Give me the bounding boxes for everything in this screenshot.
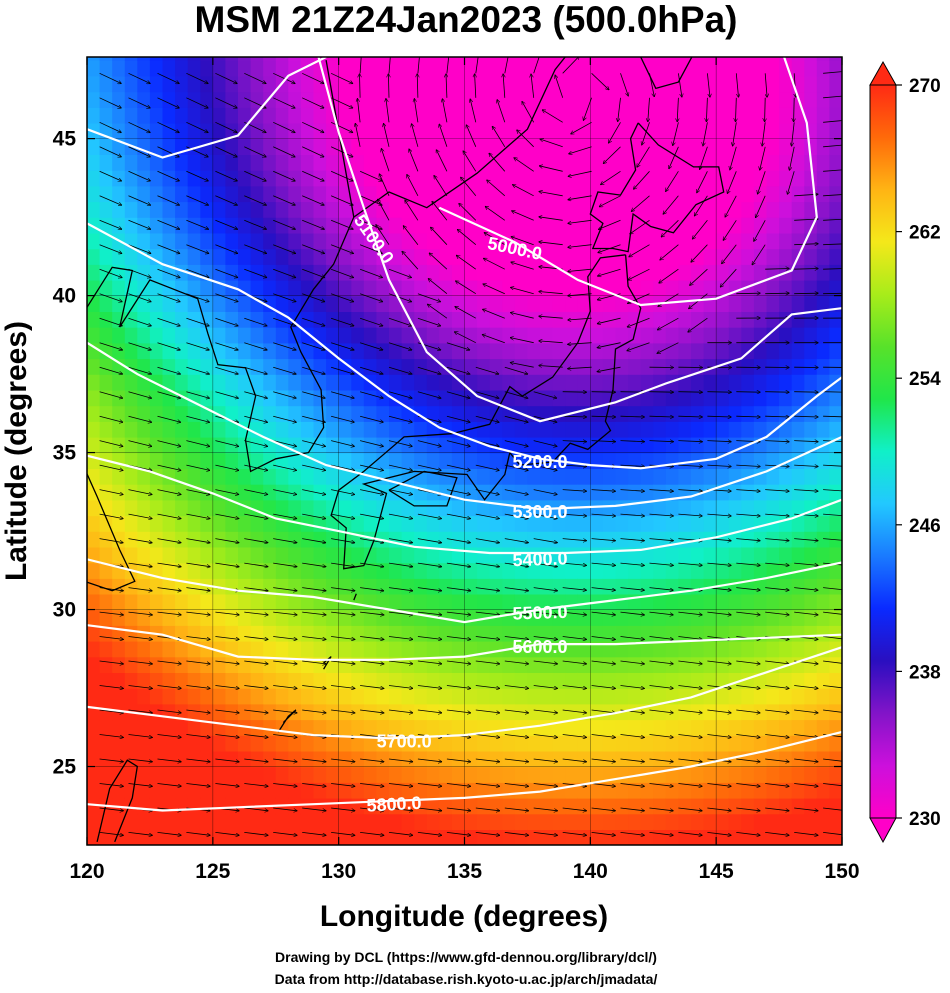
coastline-segment — [96, 759, 139, 843]
x-tick-label: 130 — [321, 860, 356, 883]
colorbar-tick-label: 246 — [909, 516, 941, 537]
height-contour — [87, 730, 842, 812]
height-contour — [87, 624, 842, 661]
wind-vectors — [99, 57, 842, 835]
y-tick-label: 30 — [53, 599, 76, 622]
x-tick-label: 120 — [69, 860, 104, 883]
y-tick-label: 45 — [53, 128, 77, 151]
y-axis-label: Latitude (degrees) — [0, 321, 33, 581]
x-tick-label: 135 — [447, 860, 482, 883]
height-contour — [87, 454, 842, 555]
x-axis-ticks: 120 125 130 135 140 145 150 — [69, 57, 860, 883]
coastline-segment — [330, 254, 642, 570]
colorbar-tick-label: 238 — [909, 662, 941, 683]
x-tick-label: 150 — [824, 860, 859, 883]
height-contour — [438, 57, 818, 307]
colorbar-ticks: 270 262 254 246 238 230 — [896, 76, 941, 830]
coastline-segment — [589, 122, 725, 253]
coastline-segment — [388, 470, 458, 507]
x-tick-label: 140 — [573, 860, 608, 883]
coastlines — [87, 57, 725, 843]
height-contour — [87, 558, 842, 624]
contour-label: 5700.0 — [377, 731, 432, 751]
colorbar-tick-label: 230 — [909, 809, 941, 830]
height-contour — [87, 341, 842, 511]
height-contour — [87, 646, 842, 740]
height-contour — [87, 57, 327, 159]
y-tick-label: 25 — [53, 756, 77, 779]
colorbar: 270 262 254 246 238 230 — [869, 60, 941, 844]
contour-label: 5400.0 — [512, 548, 568, 570]
x-tick-label: 125 — [195, 860, 230, 883]
height-contour — [87, 222, 842, 470]
coastline-segment — [353, 57, 566, 218]
y-axis-ticks: 25 30 35 40 45 — [53, 128, 842, 779]
coastline-segment — [353, 593, 357, 601]
chart-title: MSM 21Z24Jan2023 (500.0hPa) — [195, 0, 738, 40]
coastline-segment — [87, 59, 355, 473]
height-contour — [317, 57, 842, 423]
colorbar-max-triangle — [869, 60, 897, 86]
y-tick-label: 35 — [53, 442, 77, 465]
colorbar-min-triangle — [869, 817, 897, 844]
coastline-segment — [277, 709, 297, 733]
colorbar-body — [869, 84, 897, 819]
lat-lon-grid — [87, 57, 842, 845]
plot-area: 5000.05100.05200.05300.05400.05500.05600… — [87, 57, 842, 845]
colorbar-tick-label: 254 — [909, 369, 941, 390]
x-axis-label: Longitude (degrees) — [320, 900, 608, 933]
contour-label: 5600.0 — [512, 637, 567, 657]
coastline-segment — [640, 57, 693, 90]
credit-line-1: Drawing by DCL (https://www.gfd-dennou.o… — [275, 949, 657, 965]
contour-label: 5800.0 — [366, 793, 422, 816]
contour-label: 5200.0 — [512, 452, 567, 472]
colorbar-tick-label: 270 — [909, 76, 941, 97]
contour-label: 5300.0 — [512, 502, 567, 522]
colorbar-tick-label: 262 — [909, 223, 941, 244]
contour-label: 5500.0 — [512, 602, 568, 624]
credit-line-2: Data from http://database.rish.kyoto-u.a… — [275, 971, 658, 987]
y-tick-label: 40 — [53, 285, 76, 308]
coastline-segment — [87, 472, 136, 592]
x-tick-label: 145 — [699, 860, 734, 883]
